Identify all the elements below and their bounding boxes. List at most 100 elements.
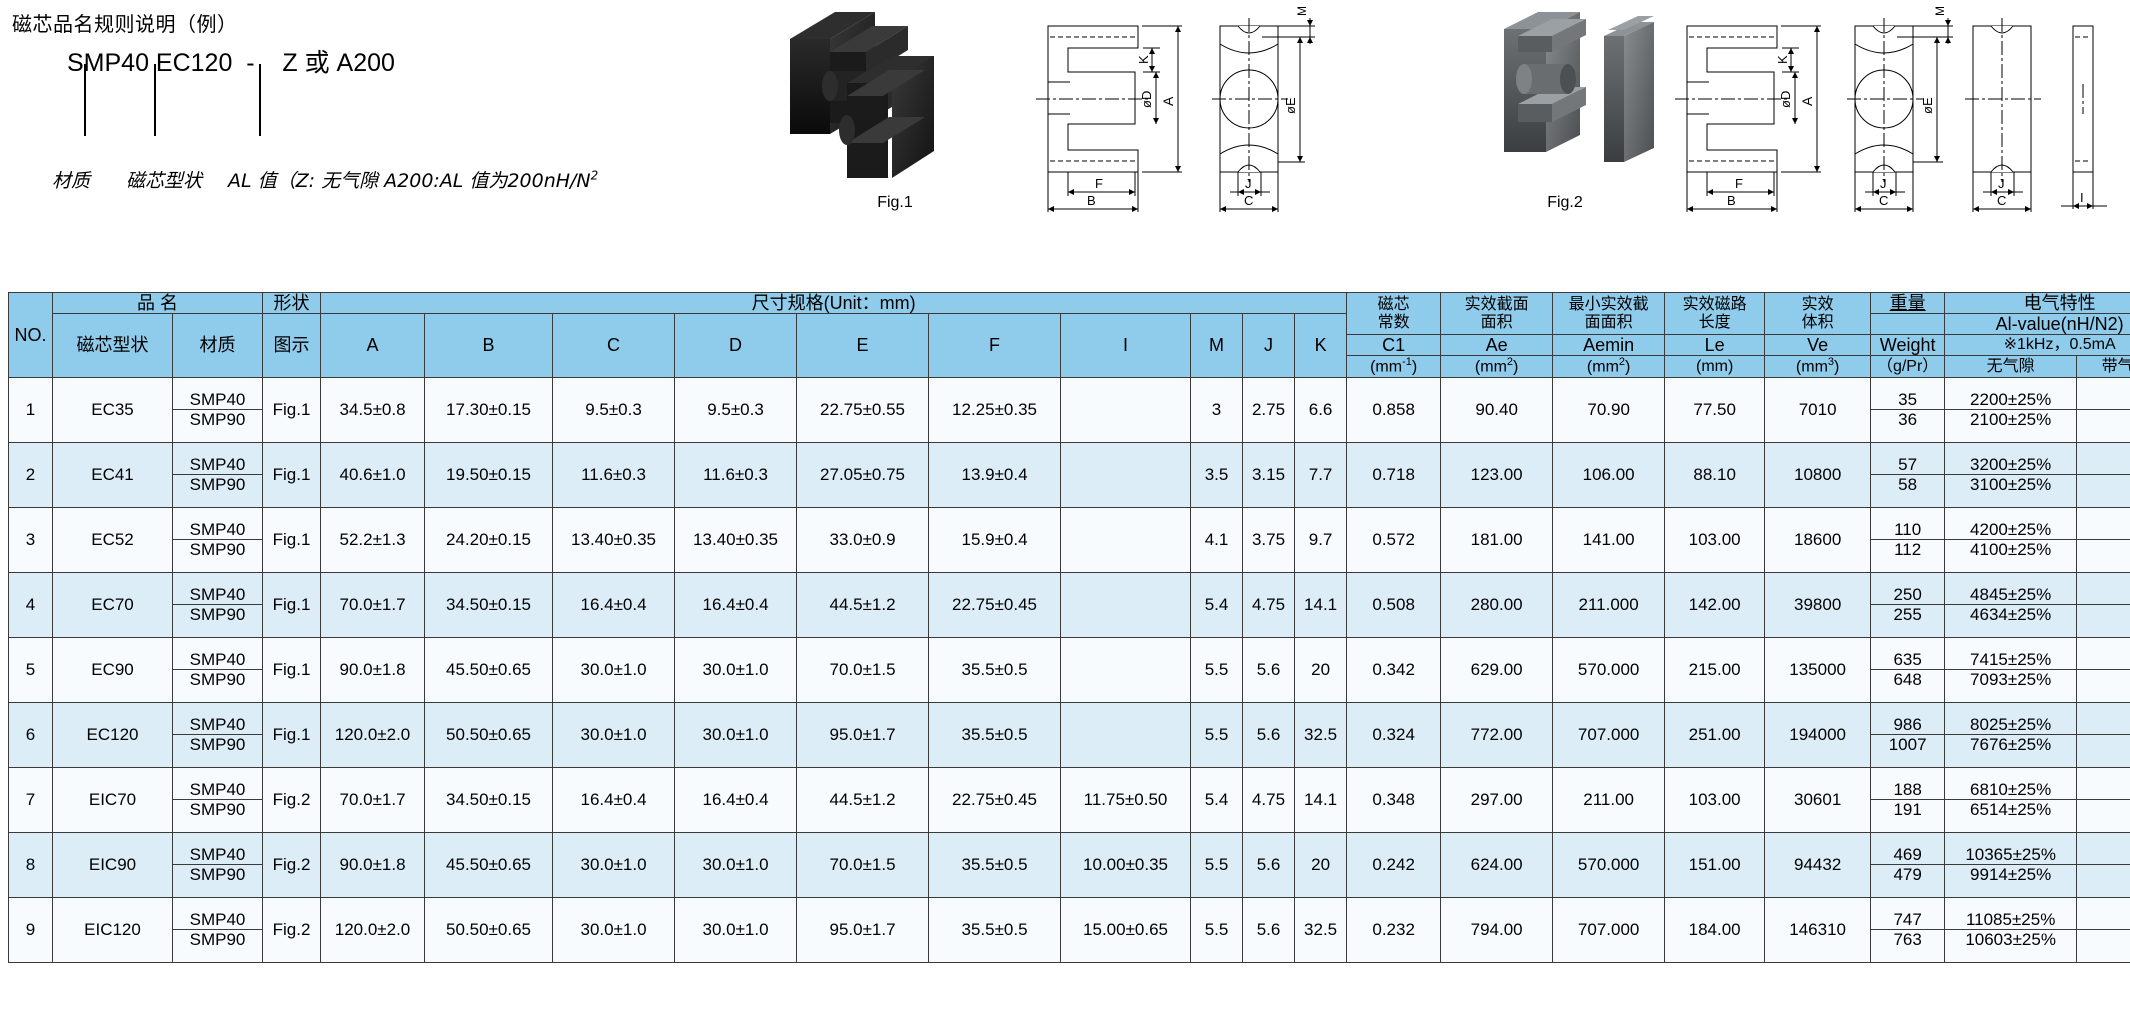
al-value-2: 7093±25% [1970,670,2052,690]
th-unit-weight: （g/Pr） [1870,355,1946,378]
cell-diagram: Fig.1 [262,701,322,768]
gap-value-1 [2077,604,2130,606]
material-1: SMP40 [173,910,262,931]
th-ae: 实效截面 面积 [1440,291,1554,336]
cell-c1: 0.572 [1346,506,1442,573]
cell-dim-m: 5.5 [1190,636,1244,703]
cell-diagram: Fig.2 [262,766,322,833]
th-shape: 形状 [262,291,322,315]
cell-dim-e: 70.0±1.5 [796,636,930,703]
cell-al-with-gap [2076,376,2130,443]
cell-dim-a: 90.0±1.8 [320,831,426,898]
cell-dim-k: 32.5 [1294,701,1348,768]
th-sym-le: Le [1664,334,1766,357]
cell-dim-m: 5.4 [1190,766,1244,833]
cell-dim-d: 13.40±0.35 [674,506,798,573]
cell-no: 3 [8,506,53,573]
gap-value-1 [2077,799,2130,801]
cell-dim-f: 13.9±0.4 [928,441,1062,508]
weight-value-2: 36 [1898,410,1918,430]
weight-value-2: 1007 [1888,735,1927,755]
cell-aemin: 211.00 [1552,766,1666,833]
svg-text:B: B [1087,193,1096,208]
cell-dim-d: 30.0±1.0 [674,701,798,768]
th-ve-l2: 体积 [1801,313,1834,331]
cell-weight: 188 191 [1870,766,1946,833]
svg-text:J: J [1998,176,2005,191]
cell-dim-i: 15.00±0.65 [1060,896,1192,963]
svg-text:B: B [1727,193,1736,208]
cell-dim-i [1060,636,1192,703]
cell-ae: 624.00 [1440,831,1554,898]
cell-dim-c: 30.0±1.0 [552,636,676,703]
cell-dim-e: 44.5±1.2 [796,766,930,833]
material-2: SMP90 [189,735,246,755]
th-unit-ae: (mm2) [1440,355,1554,378]
th-weight-cn: 重量 [1870,291,1946,315]
th-ve-l1: 实效 [1801,295,1834,313]
cell-ve: 18600 [1764,506,1872,573]
gap-value-1 [2077,864,2130,866]
cell-ve: 30601 [1764,766,1872,833]
cell-al-with-gap [2076,441,2130,508]
material-2: SMP90 [189,475,246,495]
th-unit-c1: (mm-1) [1346,355,1442,378]
cell-no: 6 [8,701,53,768]
al-value-2: 4100±25% [1970,540,2052,560]
cell-dim-a: 34.5±0.8 [320,376,426,443]
cell-dim-c: 30.0±1.0 [552,831,676,898]
cell-aemin: 570.000 [1552,636,1666,703]
cell-ae: 772.00 [1440,701,1554,768]
svg-text:M: M [1933,6,1947,16]
core-photo-fig2: Fig.2 [1450,4,1680,212]
th-core-constant: 磁芯 常数 [1346,291,1442,336]
cell-dim-i [1060,701,1192,768]
fig2-drawing-svg: K øD A F [1675,6,2107,212]
weight-value-2: 255 [1893,605,1922,625]
al-value-2: 2100±25% [1970,410,2052,430]
th-product-name: 品 名 [51,291,264,315]
material-1: SMP40 [173,780,262,801]
cell-dim-d: 11.6±0.3 [674,441,798,508]
weight-value-2: 763 [1893,930,1922,950]
cell-dim-c: 9.5±0.3 [552,376,676,443]
cell-core-shape: EC120 [52,701,173,768]
material-1: SMP40 [173,455,262,476]
cell-dim-d: 30.0±1.0 [674,896,798,963]
cell-dim-j: 4.75 [1242,571,1296,638]
cell-material: SMP40 SMP90 [171,506,264,573]
fig2-caption: Fig.2 [1547,194,1583,211]
cell-aemin: 707.000 [1552,701,1666,768]
cell-dim-m: 4.1 [1190,506,1244,573]
cell-dim-m: 3.5 [1190,441,1244,508]
cell-le: 88.10 [1664,441,1766,508]
cell-al-no-gap: 11085±25% 10603±25% [1944,896,2078,963]
weight-value-2: 648 [1893,670,1922,690]
th-test-condition: ※1kHz，0.5mA [1944,334,2130,357]
weight-value-1: 635 [1871,650,1944,671]
th-unit-ve: (mm3) [1764,355,1872,378]
th-core-constant-l2: 常数 [1377,313,1410,331]
cell-dim-i [1060,506,1192,573]
cell-dim-m: 5.5 [1190,831,1244,898]
cell-aemin: 211.000 [1552,571,1666,638]
leader-line-shape [154,64,156,136]
cell-al-no-gap: 2200±25% 2100±25% [1944,376,2078,443]
cell-dim-i: 11.75±0.50 [1060,766,1192,833]
material-1: SMP40 [173,715,262,736]
cell-dim-b: 19.50±0.15 [424,441,554,508]
cell-ve: 135000 [1764,636,1872,703]
cell-dim-e: 44.5±1.2 [796,571,930,638]
eic-core-3d-illustration [1503,12,1654,162]
cell-material: SMP40 SMP90 [171,376,264,443]
naming-rule-legend: 材质 磁芯型状 AL 值（Z: 无气隙 A200:AL 值为200nH/N2 [52,166,598,193]
cell-dim-i: 10.00±0.35 [1060,831,1192,898]
cell-dim-c: 16.4±0.4 [552,766,676,833]
table-row: 6 EC120 SMP40 SMP90 Fig.1 120.0±2.0 50.50±0.65… [8,701,2130,768]
svg-text:øE: øE [1283,97,1298,114]
svg-text:A: A [1160,96,1176,106]
cell-dim-j: 5.6 [1242,701,1296,768]
cell-ve: 10800 [1764,441,1872,508]
cell-al-with-gap [2076,896,2130,963]
ec-core-3d-illustration [790,12,934,178]
